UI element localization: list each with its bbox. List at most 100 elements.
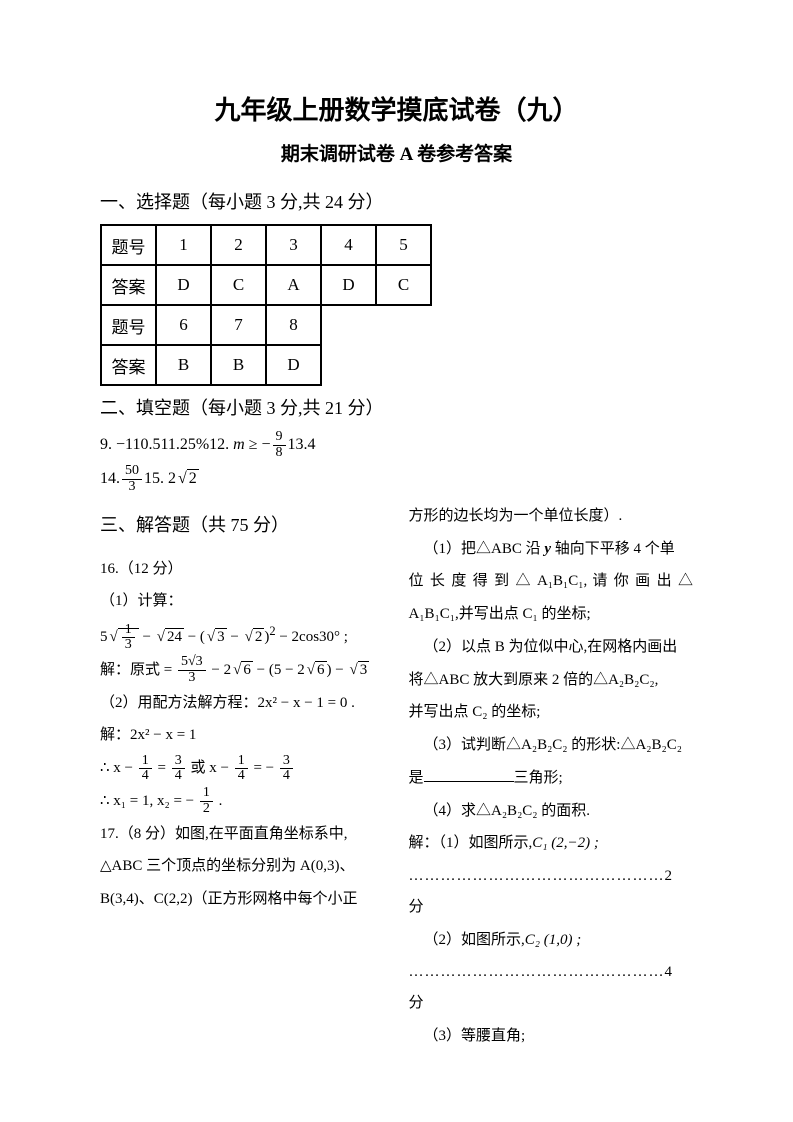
frac-num: 5√3 xyxy=(178,655,206,671)
right-line-2a: （2）以点 B 为位似中心,在网格内画出 xyxy=(409,632,694,663)
frac-den: 8 xyxy=(273,446,286,461)
q13: 13.4 xyxy=(288,436,316,453)
right-line-3a: （3）试判断△A₂B₂C₂ 的形状:△A₂B₂C₂ xyxy=(409,730,694,761)
frac-num: 50 xyxy=(122,464,142,480)
section-1-header: 一、选择题（每小题 3 分,共 24 分） xyxy=(100,188,693,214)
cell: 5 xyxy=(376,225,431,265)
sol-part: − (5 − 2 xyxy=(253,662,305,678)
blank-line xyxy=(424,768,514,782)
coord: C₂ (1,0) ; xyxy=(525,932,581,948)
cell: C xyxy=(211,265,266,305)
row-label: 题号 xyxy=(101,305,156,345)
q16-1-sol: 解：原式 = 5√33 − 26 − (5 − 26) − 3 xyxy=(100,655,385,686)
section-3-header: 三、解答题（共 75 分） xyxy=(100,507,385,544)
text: （2）如图所示, xyxy=(424,932,525,948)
radicand: 6 xyxy=(241,661,253,678)
q16-2-sol2: ∴ x − 14 = 34 或 x − 14 = − 34 xyxy=(100,753,385,784)
text: 三角形; xyxy=(514,770,563,786)
fill-answers-line2: 14.50315. 2 2 xyxy=(100,464,693,494)
q15-sqrt: 2 xyxy=(176,466,199,492)
q14-prefix: 14. xyxy=(100,470,120,487)
q15-prefix: 15. 2 xyxy=(144,470,176,487)
sol-part: ) − xyxy=(327,662,348,678)
sqrt-icon: 2 xyxy=(243,622,265,653)
radicand: 2 xyxy=(187,469,199,487)
cell: D xyxy=(321,265,376,305)
expr-part: − ( xyxy=(184,629,205,645)
frac-num: 1 xyxy=(139,754,152,770)
radicand: 2 xyxy=(253,628,265,645)
cell: A xyxy=(266,265,321,305)
text: 是 xyxy=(409,770,424,786)
sol-3: （3）等腰直角; xyxy=(409,1021,694,1052)
frac-num: 1 xyxy=(122,623,135,639)
left-column: 三、解答题（共 75 分） 16.（12 分） （1）计算： 513 − 24 … xyxy=(100,501,385,1054)
q10: 10.5 xyxy=(132,436,160,453)
q16-2-sol3: ∴ x₁ = 1, x₂ = − 12 . xyxy=(100,786,385,817)
frac-den: 4 xyxy=(139,769,152,784)
sol-part: 或 x − xyxy=(187,760,233,776)
right-line-0: 方形的边长均为一个单位长度）. xyxy=(409,501,694,532)
page-title: 九年级上册数学摸底试卷（九） xyxy=(100,90,693,127)
radicand: 3 xyxy=(358,661,370,678)
q11: 11.25% xyxy=(160,436,209,453)
sqrt-icon: 13 xyxy=(108,622,139,653)
sol-part: . xyxy=(215,793,223,809)
frac-den: 3 xyxy=(178,671,206,686)
sol-part: ∴ x₁ = 1, x₂ = − xyxy=(100,793,198,809)
right-line-1a: （1）把△ABC 沿 y 轴向下平移 4 个单 xyxy=(409,534,694,565)
section-2-header: 二、填空题（每小题 3 分,共 21 分） xyxy=(100,394,693,420)
cell: D xyxy=(156,265,211,305)
frac-den: 2 xyxy=(200,802,213,817)
frac: 14 xyxy=(235,754,248,784)
row-label: 答案 xyxy=(101,265,156,305)
expr-part: 5 xyxy=(100,629,108,645)
q16-1: （1）计算： xyxy=(100,586,385,617)
right-line-1e: A₁B₁C₁,并写出点 C₁ 的坐标; xyxy=(409,599,694,630)
row-label: 题号 xyxy=(101,225,156,265)
sqrt-icon: 3 xyxy=(347,655,369,686)
frac: 34 xyxy=(172,754,185,784)
sol-part: ∴ x − xyxy=(100,760,137,776)
cell: 3 xyxy=(266,225,321,265)
radicand: 6 xyxy=(315,661,327,678)
expr-part: − 2cos30° ; xyxy=(276,629,348,645)
frac-num: 3 xyxy=(280,754,293,770)
frac-num: 1 xyxy=(235,754,248,770)
radicand: 3 xyxy=(215,628,227,645)
frac-den: 3 xyxy=(122,638,135,653)
table-row: 答案 D C A D C xyxy=(101,265,431,305)
q17-line-a: 17.（8 分）如图,在平面直角坐标系中, xyxy=(100,819,385,850)
q16-1-expr: 513 − 24 − (3 − 2)2 − 2cos30° ; xyxy=(100,619,385,653)
q12-prefix: 12. xyxy=(209,436,233,453)
q16-2: （2）用配方法解方程：2x² − x − 1 = 0 . xyxy=(100,688,385,719)
q12-var: m xyxy=(233,436,245,453)
q16-2-sol1: 解：2x² − x = 1 xyxy=(100,720,385,751)
table-row: 题号 6 7 8 xyxy=(101,305,431,345)
frac: 5√33 xyxy=(178,655,206,685)
cell: 4 xyxy=(321,225,376,265)
frac: 13 xyxy=(122,623,135,653)
right-line-3b: 是 三角形; xyxy=(409,763,694,794)
coord: C₁ (2,−2) ; xyxy=(532,835,599,851)
answer-table: 题号 1 2 3 4 5 答案 D C A D C 题号 6 7 8 答案 B … xyxy=(100,224,432,386)
frac-num: 9 xyxy=(273,430,286,446)
frac: 14 xyxy=(139,754,152,784)
text: 解：（1）如图所示, xyxy=(409,835,533,851)
q16-header: 16.（12 分） xyxy=(100,554,385,585)
right-line-4: （4）求△A₂B₂C₂ 的面积. xyxy=(409,796,694,827)
table-row: 题号 1 2 3 4 5 xyxy=(101,225,431,265)
frac-num: 1 xyxy=(200,786,213,802)
q12-frac: 98 xyxy=(273,430,286,460)
expr-part: − xyxy=(227,629,243,645)
right-line-1d: 位 长 度 得 到 △ A₁B₁C₁, 请 你 画 出 △ xyxy=(409,566,694,597)
frac-den: 3 xyxy=(122,480,142,495)
cell: C xyxy=(376,265,431,305)
sol-part: = − xyxy=(250,760,278,776)
frac-num: 3 xyxy=(172,754,185,770)
row-label: 答案 xyxy=(101,345,156,385)
cell: 2 xyxy=(211,225,266,265)
sol-prefix: 解：原式 = xyxy=(100,662,176,678)
expr-part: − xyxy=(139,629,155,645)
score-dots-1: …………………………………………2 分 xyxy=(409,861,694,923)
